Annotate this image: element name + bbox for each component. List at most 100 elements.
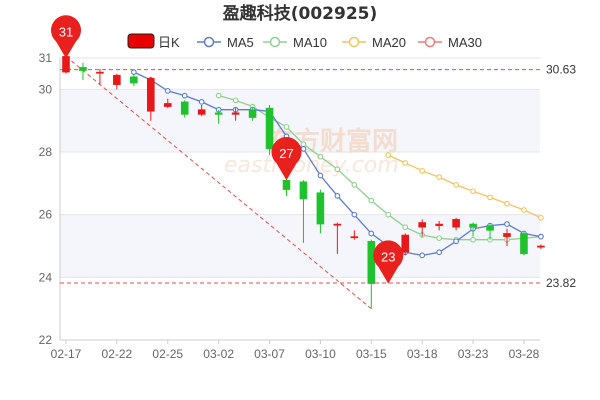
- marker-pin: 23: [373, 240, 404, 284]
- ma10-point: [232, 97, 239, 104]
- ma20-line: [388, 154, 542, 219]
- ma5-point: [181, 92, 188, 99]
- watermark-subtext: eastmoney.com: [224, 153, 399, 178]
- candle-body: [520, 233, 528, 255]
- ma20-point: [385, 152, 392, 158]
- x-tick-label: 03-10: [305, 347, 336, 361]
- ma20-point: [436, 174, 442, 180]
- legend-item: MA20: [342, 35, 406, 50]
- candle-body: [113, 74, 121, 85]
- legend-candle-icon: [127, 33, 155, 49]
- x-tick-label: 03-18: [407, 347, 438, 361]
- marker-label: 23: [381, 250, 395, 265]
- marker-label: 27: [279, 146, 293, 161]
- ma5-point: [351, 211, 358, 218]
- candle-body: [367, 241, 376, 284]
- marker-pin-shape: [51, 15, 82, 59]
- legend-label: MA10: [293, 35, 327, 50]
- candle-body: [248, 109, 257, 118]
- candle-body: [350, 236, 359, 239]
- x-tick-label: 03-07: [254, 347, 285, 361]
- ma20-point: [521, 207, 527, 213]
- candle-body: [163, 103, 172, 107]
- candle-body: [96, 71, 104, 74]
- candle-body: [130, 76, 138, 84]
- candle-body: [418, 222, 426, 228]
- candle-body: [299, 181, 308, 200]
- ma10-point: [300, 141, 307, 148]
- trend-line: [65, 56, 372, 310]
- background-band: [60, 214, 540, 278]
- ma20-point: [538, 214, 544, 221]
- ma5-point: [300, 146, 307, 152]
- candle-body: [469, 223, 477, 228]
- legend-marker-icon: [269, 36, 281, 48]
- ma5-point: [164, 88, 171, 94]
- marker-pin: 31: [51, 15, 82, 59]
- legend-item: MA10: [263, 35, 327, 50]
- ma5-point: [419, 252, 426, 259]
- ma10-point: [334, 166, 341, 173]
- candle-body: [214, 112, 223, 115]
- ma10-point: [402, 224, 409, 231]
- legend-label: 日K: [158, 35, 180, 50]
- legend-marker-icon: [348, 36, 360, 48]
- candle-body: [537, 245, 545, 248]
- ma5-point: [334, 193, 341, 199]
- ma10-point: [385, 211, 392, 218]
- legend-marker-icon: [203, 36, 215, 48]
- x-tick-label: 03-28: [509, 347, 540, 361]
- ma10-point: [317, 153, 324, 160]
- legend-marker-icon: [424, 36, 436, 48]
- candle-body: [333, 223, 342, 226]
- marker-pin: 27: [271, 137, 302, 181]
- reference-label: 23.82: [546, 276, 576, 290]
- ma10-point: [470, 236, 476, 243]
- candle-body: [79, 67, 87, 71]
- legend-item: 日K: [127, 33, 180, 50]
- ma20-point: [470, 188, 476, 195]
- ma10-point: [351, 182, 358, 188]
- ma10-point: [215, 92, 222, 99]
- legend-item: MA30: [418, 35, 482, 50]
- candle-body: [231, 112, 240, 115]
- ma5-point: [453, 238, 459, 245]
- candle-body: [62, 56, 70, 73]
- ma10-point: [283, 124, 290, 130]
- reference-label: 30.63: [546, 63, 576, 77]
- marker-pin-shape: [373, 240, 404, 284]
- ma20-point: [402, 160, 409, 166]
- candle-body: [503, 233, 511, 237]
- marker-label: 31: [59, 24, 73, 39]
- candle-body: [265, 107, 274, 150]
- legend-item: MA5: [197, 35, 254, 50]
- x-tick-label: 03-15: [356, 347, 387, 361]
- ma5-point: [504, 221, 510, 227]
- legend-label: MA5: [227, 35, 254, 50]
- x-tick-label: 02-25: [152, 347, 183, 361]
- candle-body: [180, 101, 189, 115]
- y-tick-label: 31: [39, 51, 53, 65]
- x-tick-label: 03-02: [203, 347, 234, 361]
- y-tick-label: 22: [39, 333, 53, 347]
- candle-body: [435, 223, 443, 226]
- candle-body: [401, 234, 410, 253]
- y-tick-label: 30: [39, 82, 53, 96]
- candle-body: [197, 109, 206, 115]
- candle-body: [147, 78, 155, 112]
- y-tick-label: 28: [39, 145, 53, 159]
- x-tick-label: 02-17: [51, 347, 82, 361]
- ma20-point: [419, 167, 426, 174]
- ma20-point: [504, 200, 510, 207]
- ma20-point: [487, 194, 493, 201]
- ma5-point: [538, 233, 544, 240]
- candle-body: [282, 179, 291, 190]
- ma5-point: [436, 249, 442, 256]
- chart-title: 盈趣科技(002925): [222, 3, 378, 24]
- ma10-point: [436, 235, 442, 242]
- plot-area: 22 24 26 28 30 31 02-17 02-22 02-25 03-02 03-07 03-…: [39, 15, 576, 361]
- candle-body: [452, 219, 460, 228]
- x-tick-label: 03-23: [458, 347, 489, 361]
- ma20-point: [453, 182, 459, 188]
